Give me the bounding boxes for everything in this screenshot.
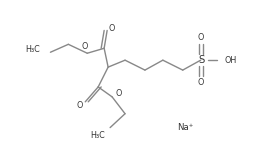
Text: H₃C: H₃C: [90, 131, 105, 140]
Text: OH: OH: [225, 56, 237, 65]
Text: S: S: [198, 55, 205, 65]
Text: O: O: [109, 24, 115, 33]
Text: Na⁺: Na⁺: [177, 123, 194, 132]
Text: O: O: [197, 78, 204, 87]
Text: H₃C: H₃C: [25, 45, 40, 54]
Text: O: O: [76, 101, 82, 110]
Text: O: O: [116, 89, 122, 98]
Text: O: O: [81, 42, 88, 51]
Text: O: O: [197, 33, 204, 42]
